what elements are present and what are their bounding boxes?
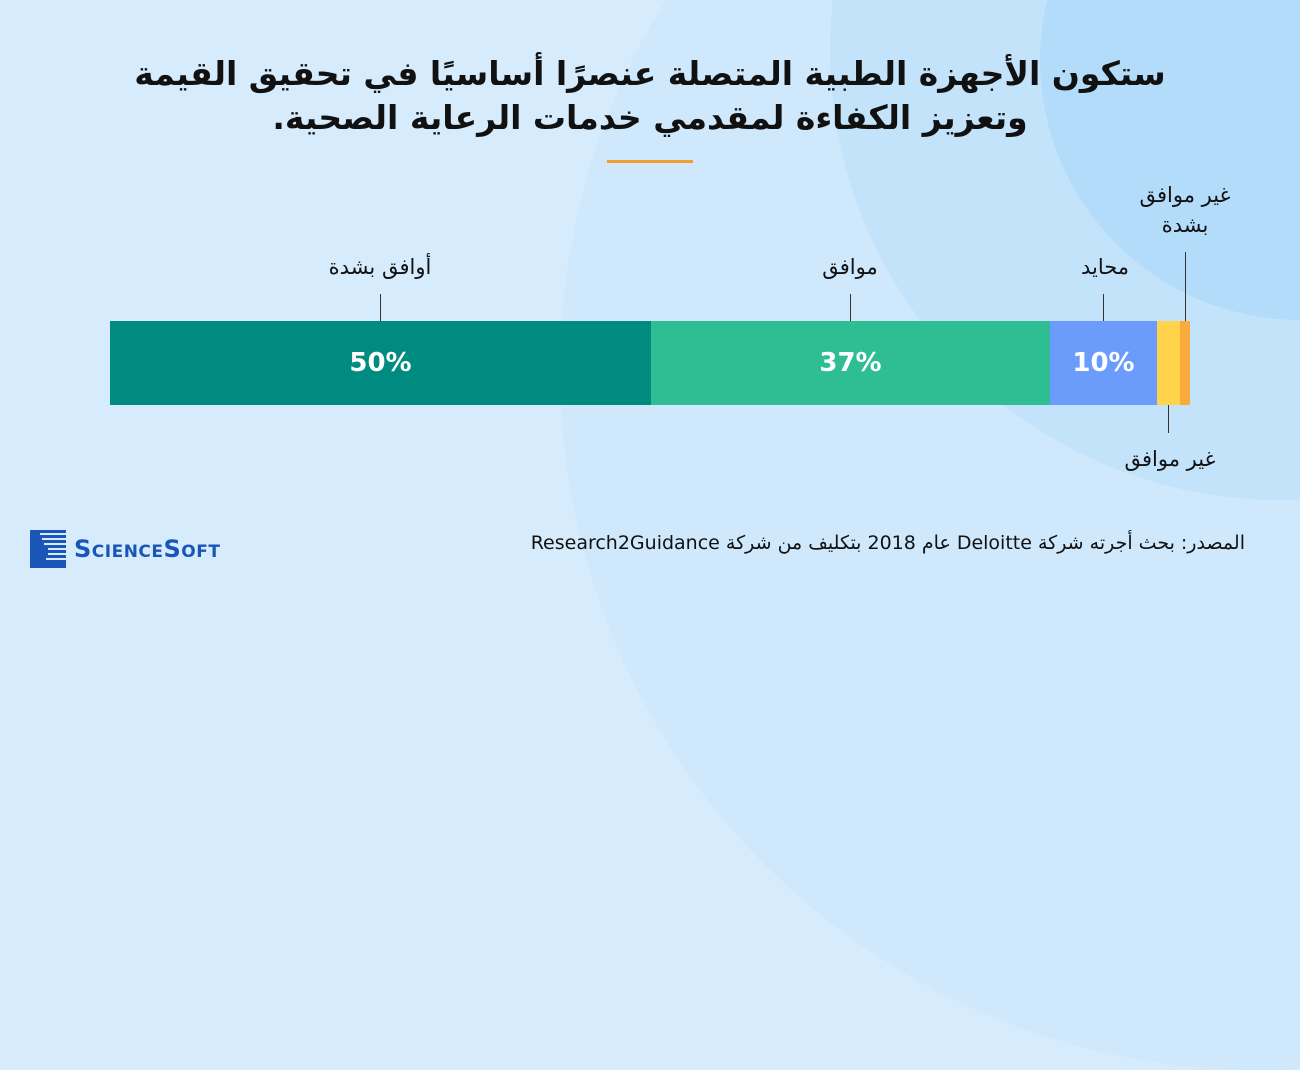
bar-segment-strongly-disagree: [1180, 321, 1190, 405]
logo-text: ScienceSoft: [74, 535, 221, 563]
value-label: 50%: [349, 348, 412, 378]
bar-segment-neutral: 10%: [1050, 321, 1157, 405]
label-agree: موافق: [822, 255, 878, 279]
label-line: غير موافق: [1139, 183, 1231, 207]
bar-segment-disagree: [1157, 321, 1180, 405]
title-line-2: وتعزيز الكفاءة لمقدمي خدمات الرعاية الصح…: [272, 98, 1028, 137]
sciencesoft-logo: ScienceSoft: [30, 530, 220, 568]
title-accent-divider: [607, 160, 693, 163]
label-neutral: محايد: [1080, 255, 1130, 279]
callout-line: [1168, 405, 1169, 433]
value-label: 10%: [1072, 348, 1135, 378]
bar-segment-agree: 37%: [651, 321, 1050, 405]
label-strongly-agree: أوافق بشدة: [328, 255, 432, 279]
label-strongly-disagree: غير موافق بشدة: [1110, 180, 1260, 240]
title-line-1: ستكون الأجهزة الطبية المتصلة عنصرًا أساس…: [134, 54, 1166, 93]
callout-line: [850, 294, 851, 321]
logo-mark-icon: [30, 530, 66, 568]
bar-segment-strongly-agree: 50%: [110, 321, 651, 405]
label-line: بشدة: [1161, 213, 1209, 237]
chart-title: ستكون الأجهزة الطبية المتصلة عنصرًا أساس…: [0, 52, 1300, 140]
callout-line: [1103, 294, 1104, 321]
value-label: 37%: [819, 348, 882, 378]
label-disagree: غير موافق: [1124, 447, 1216, 471]
callout-line: [1185, 252, 1186, 321]
source-note: المصدر: بحث أجرته شركة Deloitte عام 2018…: [530, 532, 1245, 554]
callout-line: [380, 294, 381, 321]
